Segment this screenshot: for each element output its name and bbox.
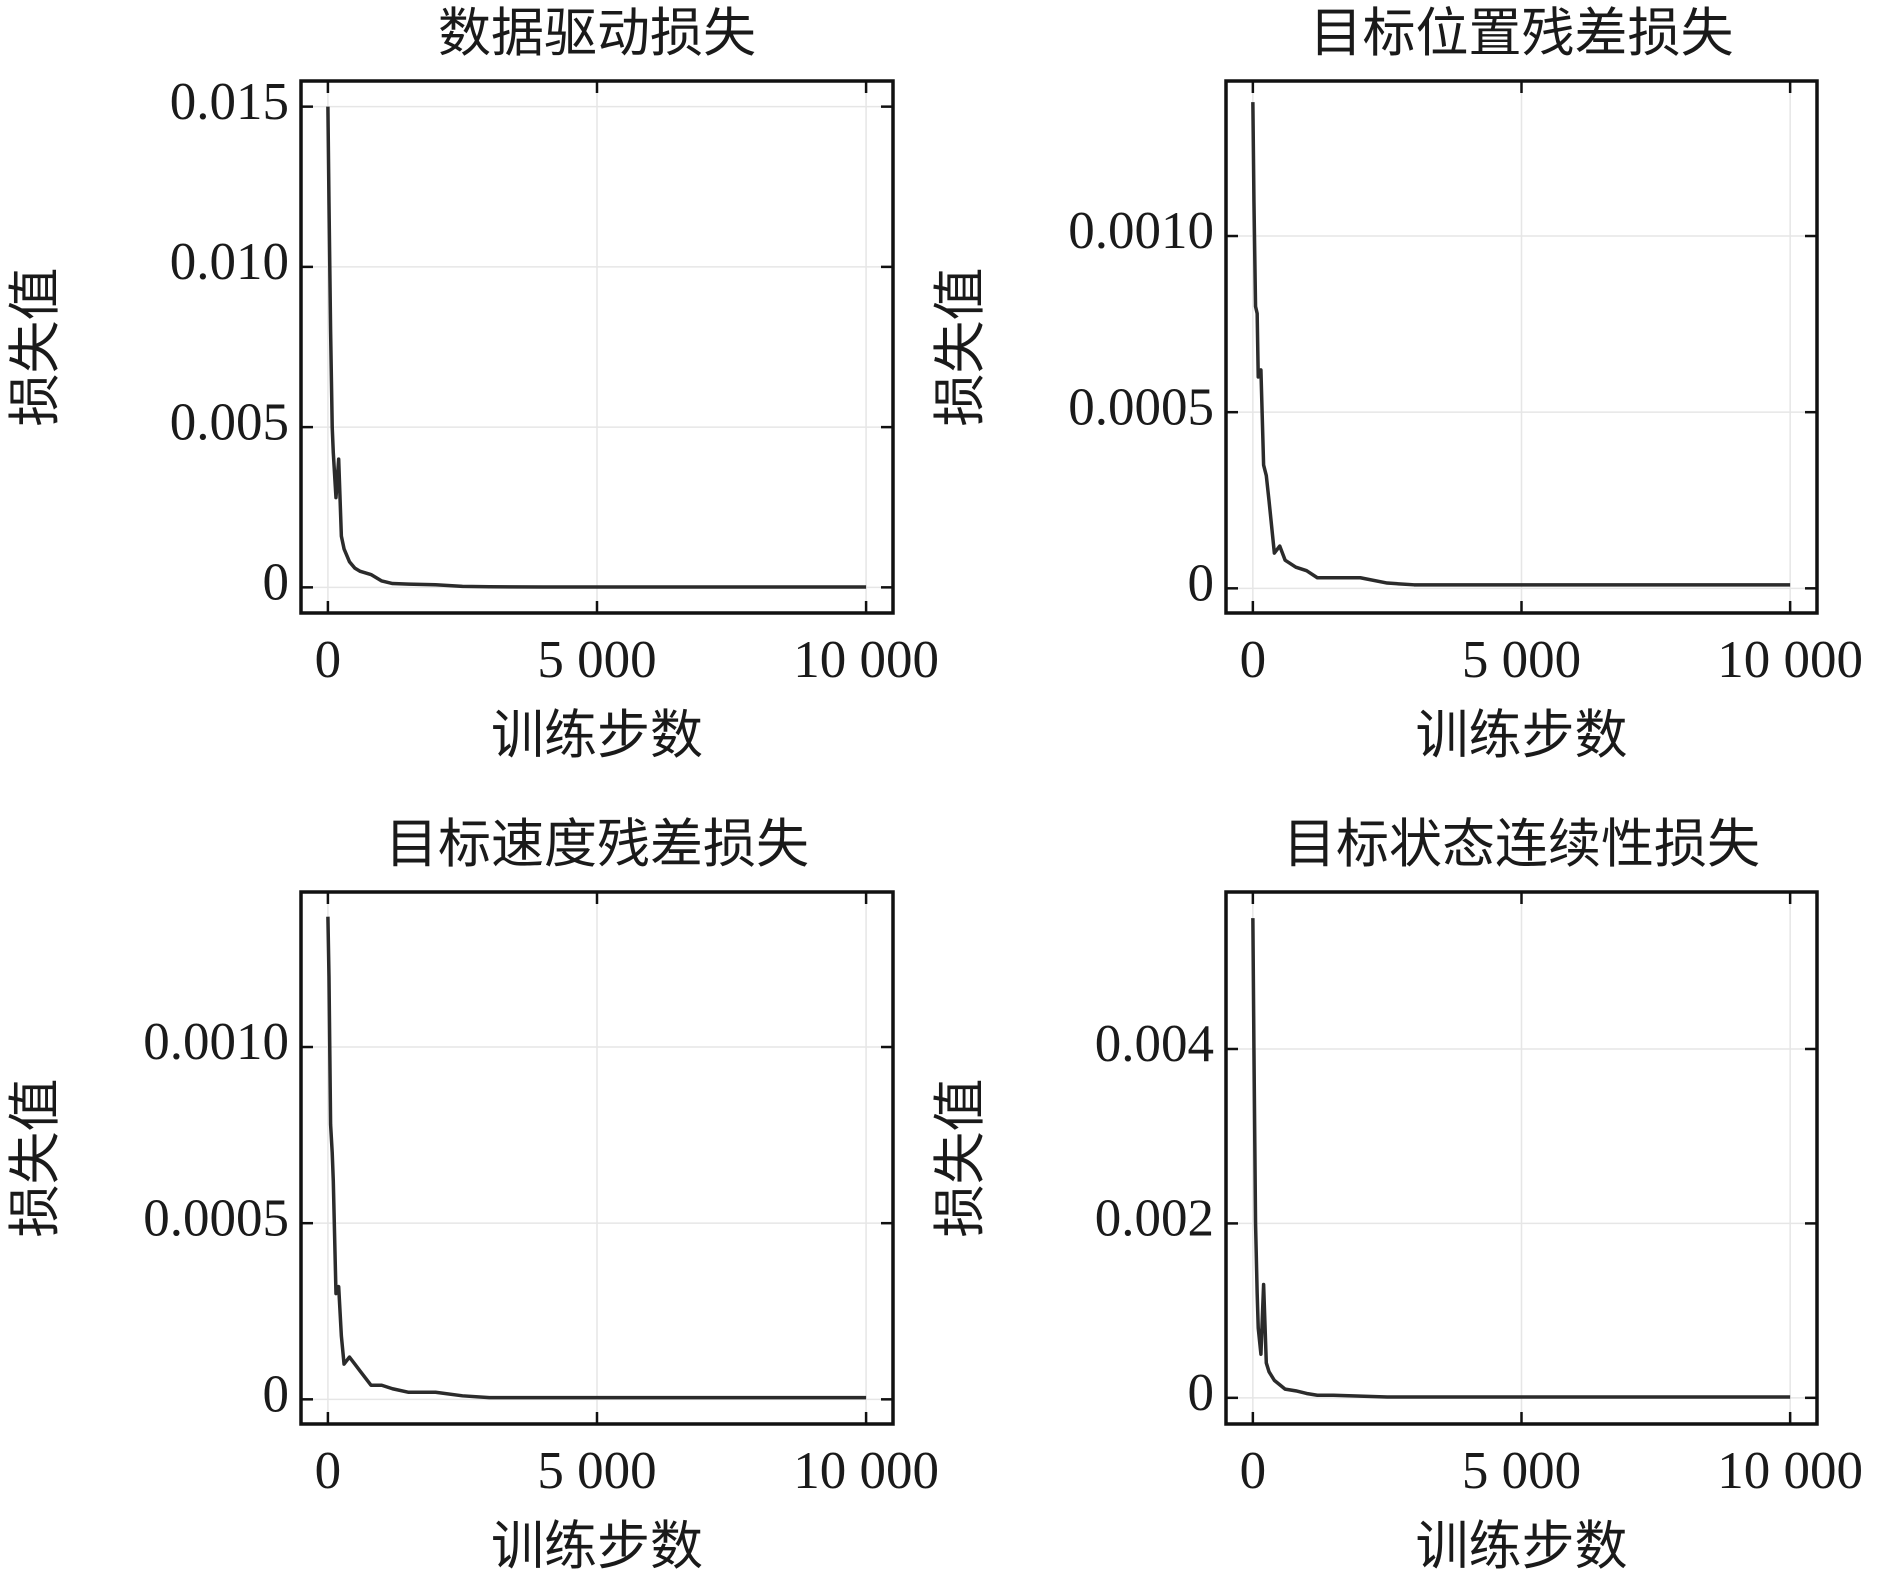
x-tick-label: 5 000 [1462, 1442, 1581, 1500]
data-line [326, 916, 867, 1400]
plot-frame [299, 890, 895, 1426]
y-axis-label: 损失值 [932, 1079, 990, 1238]
x-tick-label: 0 [1240, 631, 1267, 689]
y-axis-label: 损失值 [7, 1079, 65, 1238]
y-axis-label: 损失值 [932, 268, 990, 427]
data-line [1251, 918, 1791, 1399]
x-tick-label: 0 [315, 631, 342, 689]
x-tick-label: 0 [1240, 1442, 1267, 1500]
x-tick-label: 10 000 [1717, 631, 1863, 689]
x-tick-label: 5 000 [537, 631, 656, 689]
x-axis-label: 训练步数 [1416, 707, 1628, 765]
chart-title: 目标速度残差损失 [385, 816, 809, 874]
y-tick-label: 0 [263, 1365, 290, 1423]
y-tick-label: 0.0010 [1068, 202, 1214, 260]
y-tick-label: 0.010 [170, 233, 289, 291]
x-axis-label: 训练步数 [491, 1518, 703, 1576]
y-tick-label: 0 [1188, 554, 1215, 612]
x-axis-label: 训练步数 [491, 707, 703, 765]
y-tick-label: 0.0010 [143, 1013, 289, 1071]
x-tick-label: 10 000 [793, 631, 939, 689]
plot-frame [299, 79, 895, 615]
y-axis-label: 损失值 [7, 268, 65, 427]
x-tick-label: 5 000 [537, 1442, 656, 1500]
x-tick-label: 0 [315, 1442, 342, 1500]
y-tick-label: 0.0005 [143, 1189, 289, 1247]
y-tick-label: 0.015 [170, 73, 289, 131]
chart-title: 目标位置残差损失 [1310, 5, 1734, 63]
x-tick-label: 10 000 [1717, 1442, 1863, 1500]
y-tick-label: 0.002 [1095, 1190, 1214, 1248]
x-tick-label: 5 000 [1462, 631, 1581, 689]
data-line [1251, 102, 1791, 587]
y-tick-label: 0.004 [1095, 1015, 1214, 1073]
x-axis-label: 训练步数 [1416, 1518, 1628, 1576]
y-tick-label: 0.0005 [1068, 378, 1214, 436]
x-tick-label: 10 000 [793, 1442, 939, 1500]
chart-title: 目标状态连续性损失 [1283, 816, 1760, 874]
y-tick-label: 0 [263, 554, 290, 612]
y-tick-label: 0 [1188, 1364, 1215, 1422]
plot-frame [1224, 79, 1819, 615]
y-tick-label: 0.005 [170, 393, 289, 451]
data-line [326, 106, 867, 589]
chart-title: 数据驱动损失 [438, 5, 756, 63]
plot-frame [1224, 890, 1819, 1426]
